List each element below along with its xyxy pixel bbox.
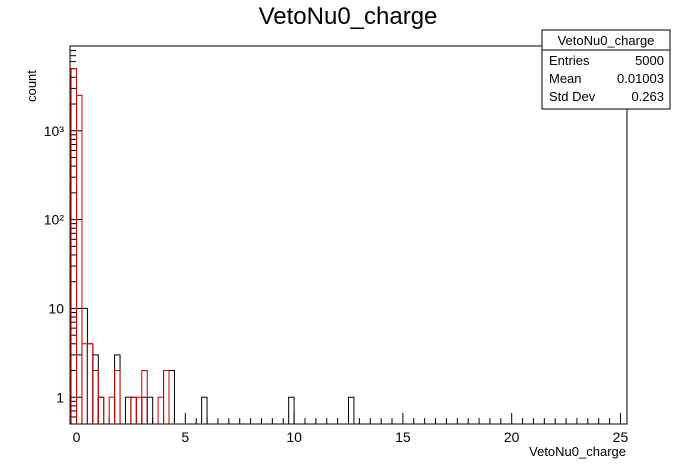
histogram-bin [163, 370, 170, 424]
stats-box: VetoNu0_charge Entries 5000 Mean 0.01003… [541, 29, 671, 110]
stats-label-stddev: Std Dev [549, 89, 596, 104]
x-tick-label: 15 [395, 429, 411, 445]
x-tick-label: 10 [286, 429, 302, 445]
y-tick-label: 10³ [44, 123, 65, 139]
x-tick-label: 20 [504, 429, 520, 445]
histogram-bin [288, 396, 295, 424]
histogram-bin [141, 370, 148, 424]
stats-value-stddev: 0.263 [631, 89, 664, 104]
stats-label-mean: Mean [549, 71, 582, 86]
y-tick-label: 10² [44, 212, 65, 228]
stats-label-entries: Entries [549, 53, 590, 68]
y-axis-label: count [24, 70, 39, 102]
stats-value-entries: 5000 [635, 53, 664, 68]
histogram-bin [114, 370, 121, 424]
histogram-bin [97, 396, 105, 424]
plot-frame [69, 45, 628, 425]
x-tick-label: 0 [73, 429, 81, 445]
histogram-bin [201, 396, 208, 424]
x-tick-label: 25 [613, 429, 629, 445]
histogram-bin [76, 94, 83, 424]
histogram-bin [348, 396, 355, 424]
x-axis-label: VetoNu0_charge [529, 444, 626, 459]
y-tick-label: 1 [56, 389, 64, 405]
y-tick-label: 10 [48, 300, 64, 316]
x-tick-label: 5 [181, 429, 189, 445]
stats-value-mean: 0.01003 [617, 71, 664, 86]
chart-title: VetoNu0_charge [259, 3, 438, 30]
stats-box-title: VetoNu0_charge [558, 33, 655, 48]
stats-box-frame [541, 29, 671, 110]
